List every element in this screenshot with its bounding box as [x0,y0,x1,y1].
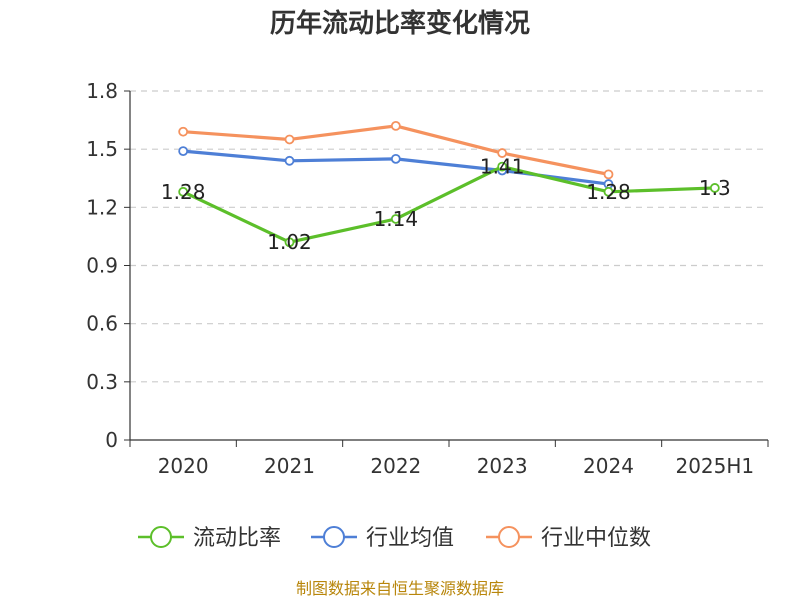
data-label: 1.28 [161,180,206,204]
legend-marker [498,526,520,548]
legend-item: 流动比率 [138,526,281,551]
data-labels: 1.28 1.02 1.14 1.41 1.28 1.3 [161,155,731,255]
chart-title: 历年流动比率变化情况 [270,8,530,39]
series-layer [178,121,720,248]
grid-lines [130,90,768,383]
legend-label: 流动比率 [193,526,281,551]
series-2 [178,121,614,180]
legend-marker [323,526,345,548]
y-tick-label: 1.5 [86,137,118,161]
data-point [178,146,189,157]
axes: 0 0.3 0.6 0.9 1.2 1.5 1.8 2020 2021 2022 2023 2024 2… [86,79,769,478]
data-label: 1.3 [699,176,731,200]
x-tick-label: 2020 [158,454,209,478]
series-line [182,165,715,244]
data-point [178,126,189,137]
y-tick-label: 1.8 [86,79,118,103]
data-point [497,161,508,172]
data-point [284,237,295,248]
data-point [284,134,295,145]
y-tick-label: 0.6 [86,312,118,336]
data-point [603,169,614,180]
legend-marker [150,526,172,548]
legend-label: 行业中位数 [541,526,651,551]
y-tick-label: 1.2 [86,195,118,219]
legend-label: 行业均值 [366,526,454,551]
series-1 [178,146,614,189]
y-tick-label: 0.3 [86,370,118,394]
x-tick-label: 2023 [477,454,528,478]
x-tick-label: 2022 [370,454,421,478]
data-point [178,186,189,197]
data-point [284,155,295,166]
legend: 流动比率 行业均值 行业中位数 [138,526,651,551]
series-line [183,124,609,176]
x-tick-label: 2021 [264,454,315,478]
y-tick-label: 0 [105,428,118,452]
data-point [603,186,614,197]
data-point [390,214,401,224]
data-point [390,153,401,164]
data-label: 1.28 [586,180,631,204]
x-tick-label: 2024 [583,454,634,478]
x-tick-label: 2025H1 [675,454,754,478]
source-note: 制图数据来自恒生聚源数据库 [296,579,504,598]
data-label: 1.02 [267,230,312,254]
data-point [390,121,401,131]
data-label: 1.14 [374,207,419,231]
data-point [497,148,508,158]
legend-item: 行业中位数 [486,526,651,551]
series-0 [178,161,720,248]
data-point [709,183,720,193]
data-label: 1.41 [480,155,525,179]
y-tick-label: 0.9 [86,254,118,278]
legend-item: 行业均值 [311,526,454,551]
